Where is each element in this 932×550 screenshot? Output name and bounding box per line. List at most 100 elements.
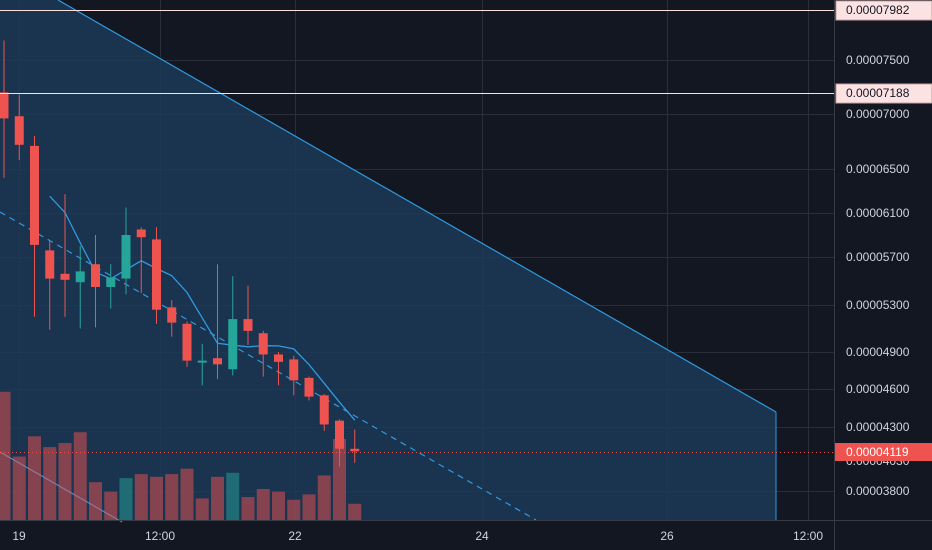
candle	[243, 285, 253, 345]
candle	[289, 355, 299, 396]
time-tick-label: 24	[475, 529, 489, 543]
volume-bar	[226, 472, 240, 520]
candle	[60, 194, 70, 317]
volume-bar	[287, 499, 301, 520]
volume-bar	[12, 456, 26, 520]
candle-body	[274, 354, 283, 362]
candle	[91, 235, 100, 328]
level-tag	[835, 0, 932, 21]
time-tick-label: 22	[288, 529, 302, 543]
candle-body	[182, 323, 192, 361]
candle	[274, 352, 283, 386]
time-tick-label: 12:00	[793, 529, 823, 543]
candle-body	[30, 145, 39, 245]
volume-bar	[119, 478, 133, 520]
volume-bar	[348, 503, 362, 520]
level-tag-label: 0.00007188	[846, 86, 910, 100]
candle-body	[91, 264, 100, 287]
volume-bar	[43, 447, 57, 520]
candle-body	[0, 92, 9, 119]
candle-body	[350, 448, 360, 452]
candle-body	[136, 229, 146, 238]
price-tick-label: 0.00006100	[846, 206, 910, 220]
price-tick-label: 0.00006500	[846, 162, 910, 176]
price-tick-label: 0.00003800	[846, 484, 910, 498]
volume-bar	[104, 491, 118, 520]
candle-body	[258, 333, 268, 355]
price-tick-label: 0.00004900	[846, 345, 910, 359]
last-price-label: 0.00004119	[846, 445, 909, 459]
candle-body	[106, 277, 116, 287]
candle	[228, 276, 238, 376]
candle-body	[167, 307, 177, 323]
time-tick-label: 12:00	[145, 529, 175, 543]
candle-body	[60, 273, 70, 280]
moving-average	[49, 195, 356, 421]
time-tick-label: 19	[12, 529, 26, 543]
time-axis: 19 12:00 22 24 26 12:00	[0, 520, 932, 543]
volume-bar	[195, 498, 209, 520]
candle	[0, 40, 9, 178]
volume-bar	[211, 476, 224, 520]
candle	[197, 343, 207, 386]
volume-bar	[58, 443, 72, 520]
channel-mid-dashed-line	[0, 211, 537, 521]
level-lines: 0.00007982 0.00007188	[0, 0, 932, 453]
volume-bar	[317, 475, 331, 520]
channel-upper-line	[57, 0, 777, 413]
candle	[75, 246, 85, 329]
volume-bar	[73, 432, 87, 520]
volume-bar	[272, 491, 285, 520]
candle	[258, 330, 268, 377]
candle	[167, 300, 177, 337]
volume-bar	[256, 488, 270, 520]
candle	[319, 394, 329, 431]
candle-body	[243, 319, 253, 331]
candle-body	[213, 358, 222, 365]
candle	[182, 321, 192, 367]
candle	[304, 376, 314, 401]
price-tick-label: 0.00005700	[846, 250, 910, 264]
candle	[213, 264, 222, 380]
volume-bars	[0, 391, 362, 520]
candle-body	[289, 359, 299, 381]
candle-body	[304, 377, 314, 397]
channel-fill	[0, 0, 776, 520]
volume-bar	[0, 391, 11, 520]
ma-line	[49, 195, 356, 421]
candle	[106, 264, 116, 309]
candle	[121, 207, 131, 295]
candle	[14, 94, 24, 161]
candle-body	[121, 235, 131, 279]
volume-bar	[333, 439, 346, 520]
candles	[0, 40, 360, 467]
candle-body	[152, 239, 161, 310]
level-tag-label: 0.00007982	[846, 3, 910, 17]
candle-body	[75, 271, 85, 283]
candle	[45, 240, 55, 330]
price-tick-label: 0.00004300	[846, 420, 910, 434]
candle-body	[319, 395, 329, 425]
volume-bar	[165, 474, 179, 520]
candle-body	[335, 420, 344, 449]
candle	[30, 136, 39, 317]
price-tick-label: 0.00005300	[846, 298, 910, 312]
level-tag	[835, 83, 932, 104]
volume-bar	[302, 494, 316, 520]
volume-bar	[89, 482, 102, 520]
time-tick-label: 26	[660, 529, 674, 543]
price-tick-label: 0.00007500	[846, 53, 910, 67]
candle-body	[197, 360, 207, 363]
price-tick-label: 0.00007000	[846, 107, 910, 121]
candle-body	[45, 250, 55, 279]
last-price-tag	[835, 443, 932, 461]
candle	[350, 429, 360, 463]
volume-bar	[28, 436, 41, 520]
volume-bar	[180, 468, 194, 520]
candle	[335, 419, 344, 467]
candle	[136, 227, 146, 293]
candle-body	[228, 319, 238, 370]
volume-bar	[241, 497, 255, 520]
candle	[152, 227, 161, 324]
